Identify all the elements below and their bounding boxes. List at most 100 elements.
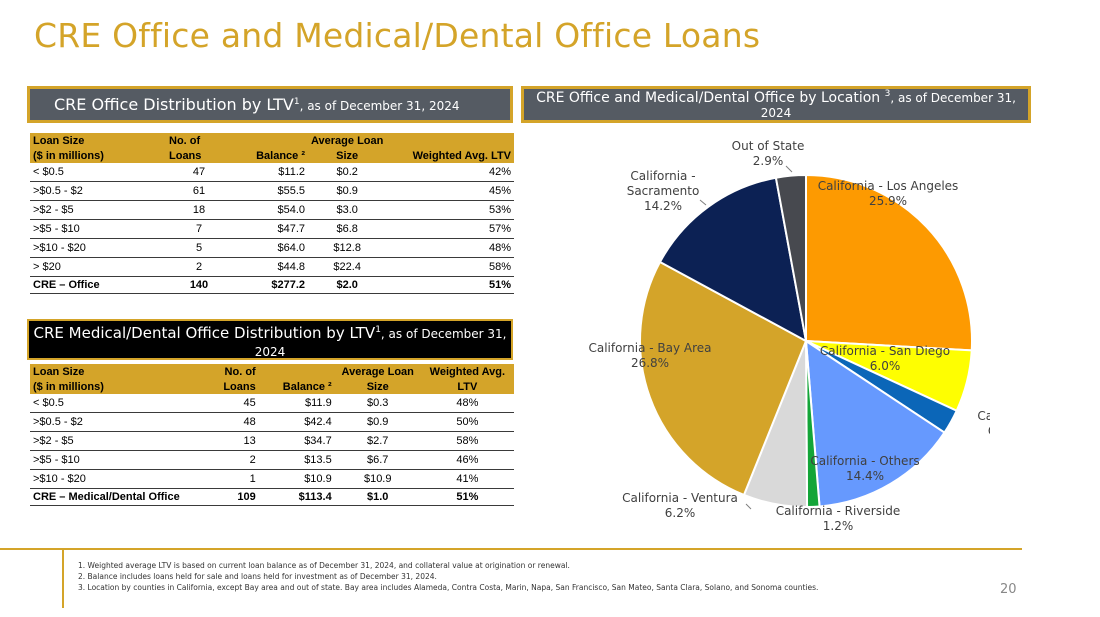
pie-label: California - San Diego 6.0% [820, 344, 950, 373]
footnote-2: 2. Balance includes loans held for sale … [78, 572, 437, 581]
table-cell: < $0.5 [30, 394, 183, 413]
location-header: CRE Office and Medical/Dental Office by … [521, 86, 1031, 123]
table-cell: $277.2 [232, 276, 308, 294]
table-cell: 5 [166, 238, 232, 258]
pie-label: California - Others 14.4% [810, 454, 919, 483]
table-cell: $10.9 [258, 469, 335, 489]
table-cell: $12.8 [308, 238, 387, 258]
table-cell: 48 [182, 412, 259, 432]
table-cell: 45 [182, 394, 259, 413]
table-cell: 42% [386, 163, 514, 182]
pie-label: California -Sacramento 14.2% [627, 169, 700, 213]
table-cell: >$2 - $5 [30, 431, 183, 451]
table-cell: CRE – Medical/Dental Office [30, 488, 183, 506]
table-cell: $0.2 [308, 163, 387, 182]
table-row: >$10 - $20 5 $64.0 $12.8 48% [30, 238, 514, 258]
table-row: >$2 - $5 18 $54.0 $3.0 53% [30, 200, 514, 220]
table-cell: $3.0 [308, 200, 387, 220]
footnote-3: 3. Location by counties in California, e… [78, 583, 819, 592]
pie-slice-out-of-state [774, 173, 807, 342]
pie-label: Out of State 2.9% [732, 139, 805, 168]
table-row: < $0.5 47 $11.2 $0.2 42% [30, 163, 514, 182]
pie-slice-california-others [804, 339, 946, 508]
table-cell: < $0.5 [30, 163, 166, 182]
table-cell: $6.7 [334, 450, 421, 470]
page-number: 20 [1000, 582, 1017, 597]
table-cell: 51% [420, 488, 514, 506]
table-row: < $0.5 45 $11.9 $0.3 48% [30, 394, 514, 413]
divider-line-vertical [62, 548, 64, 608]
office-ltv-header: CRE Office Distribution by LTV1, as of D… [27, 86, 513, 123]
table-cell: $64.0 [232, 238, 308, 258]
location-pie-chart: California - Los Angeles 25.9% California … [588, 139, 990, 533]
table-cell: >$5 - $10 [30, 450, 183, 470]
table-row: > $20 2 $44.8 $22.4 58% [30, 257, 514, 277]
table-cell: $0.3 [334, 394, 421, 413]
table-cell: 58% [386, 257, 514, 277]
table-row: >$5 - $10 2 $13.5 $6.7 46% [30, 450, 514, 470]
table-cell: $55.5 [232, 181, 308, 201]
table-cell: $11.2 [232, 163, 308, 182]
table-total-row: CRE – Office 140 $277.2 $2.0 51% [30, 276, 514, 294]
pie-label: California - Riverside 1.2% [776, 504, 901, 533]
table-cell: $22.4 [308, 257, 387, 277]
leader-line [785, 165, 793, 173]
pie-label: California -Orange2.4% [977, 409, 990, 453]
table-cell: $0.9 [308, 181, 387, 201]
table-cell: 18 [166, 200, 232, 220]
table-cell: $44.8 [232, 257, 308, 277]
table-cell: 1 [182, 469, 259, 489]
table-cell: 13 [182, 431, 259, 451]
table-cell: >$10 - $20 [30, 469, 183, 489]
pie-label: California - Los Angeles 25.9% [818, 179, 959, 208]
pie-slice-california-bay-area [639, 260, 808, 497]
table-cell: >$10 - $20 [30, 238, 166, 258]
table-cell: >$0.5 - $2 [30, 181, 166, 201]
table-cell: $10.9 [334, 469, 421, 489]
pie-slice-california-sacramento [658, 176, 808, 343]
table-cell: $6.8 [308, 219, 387, 239]
table-cell: 2 [166, 257, 232, 277]
table-row: >$5 - $10 7 $47.7 $6.8 57% [30, 219, 514, 239]
table-row: >$0.5 - $2 48 $42.4 $0.9 50% [30, 412, 514, 432]
table-cell: 2 [182, 450, 259, 470]
office-table-body: < $0.5 47 $11.2 $0.2 42% >$0.5 - $2 61 $55.5 $0.… [30, 163, 514, 294]
table-cell: 61 [166, 181, 232, 201]
table-cell: $11.9 [258, 394, 335, 413]
table-cell: $54.0 [232, 200, 308, 220]
table-cell: 45% [386, 181, 514, 201]
divider-line [0, 548, 1022, 550]
table-cell: $2.0 [308, 276, 387, 294]
table-cell: CRE – Office [30, 276, 166, 294]
table-row: >$0.5 - $2 61 $55.5 $0.9 45% [30, 181, 514, 201]
medical-ltv-table: Loan Size No. of Average Loan Weighted A… [30, 364, 514, 506]
table-cell: 48% [420, 394, 514, 413]
medical-ltv-header: CRE Medical/Dental Office Distribution b… [27, 319, 513, 360]
table-cell: $47.7 [232, 219, 308, 239]
pie-slice-california-los-angeles [805, 173, 973, 352]
table-cell: 41% [420, 469, 514, 489]
leader-line [745, 503, 752, 510]
footnotes: 1. Weighted average LTV is based on curr… [78, 560, 818, 593]
table-total-row: CRE – Medical/Dental Office 109 $113.4 $1.0… [30, 488, 514, 506]
table-row: >$2 - $5 13 $34.7 $2.7 58% [30, 431, 514, 451]
table-cell: 7 [166, 219, 232, 239]
leader-line [699, 199, 707, 206]
table-cell: 51% [386, 276, 514, 294]
table-cell: $0.9 [334, 412, 421, 432]
medical-table-body: < $0.5 45 $11.9 $0.3 48% >$0.5 - $2 48 $42.4 $0.… [30, 394, 514, 506]
table-cell: > $20 [30, 257, 166, 277]
table-cell: $13.5 [258, 450, 335, 470]
table-cell: >$5 - $10 [30, 219, 166, 239]
table-cell: $113.4 [258, 488, 335, 506]
table-cell: $34.7 [258, 431, 335, 451]
table-cell: >$0.5 - $2 [30, 412, 183, 432]
page-title: CRE Office and Medical/Dental Office Loa… [34, 16, 761, 55]
table-cell: $1.0 [334, 488, 421, 506]
table-cell: 50% [420, 412, 514, 432]
table-cell: 47 [166, 163, 232, 182]
table-cell: >$2 - $5 [30, 200, 166, 220]
table-cell: $42.4 [258, 412, 335, 432]
office-ltv-table: Loan Size No. of Average Loan ($ in mill… [30, 133, 514, 294]
table-cell: 48% [386, 238, 514, 258]
